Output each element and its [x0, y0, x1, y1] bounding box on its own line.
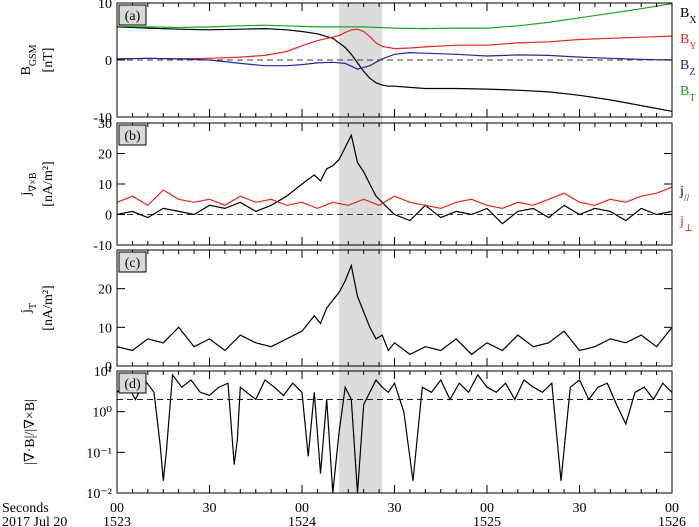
legend-entry-sub: // — [684, 193, 690, 204]
x-row2-label: 2017 Jul 20 — [2, 515, 67, 527]
panel-tag-box — [118, 4, 147, 26]
shaded-interval — [339, 3, 383, 493]
y-tick-label: 10 — [98, 321, 112, 336]
legend-entry: BZ — [680, 58, 695, 78]
y-tick-label: 10 — [98, 0, 112, 12]
y-tick-label: 0 — [105, 54, 112, 69]
y-axis-unit: [nT] — [41, 48, 56, 73]
y-tick-label: 20 — [98, 283, 112, 298]
panel-4: 10¹ 10⁰ 10⁻¹ 10⁻² (d) |∇·B|/|∇×B| — [23, 365, 673, 502]
y-tick-label: 10⁻¹ — [86, 446, 112, 461]
panel-frame — [116, 370, 673, 494]
legend-entry-sub: T — [689, 93, 695, 104]
panel-tag: (c) — [125, 256, 141, 271]
series-line — [117, 28, 672, 60]
y-axis-label-sub: T — [28, 303, 39, 309]
y-tick-label: -10 — [93, 239, 112, 254]
panel-tag: (b) — [124, 129, 141, 144]
legend-entry: j⊥ — [679, 214, 693, 234]
legend-entry-sub: ⊥ — [684, 223, 693, 234]
panel-3: 20 10 0 (c) jT [nA/m²] — [19, 249, 673, 375]
y-tick-label: 10⁰ — [92, 406, 112, 421]
y-tick-label: 0 — [105, 209, 112, 224]
x-tick-label-seconds: 00 — [665, 501, 679, 516]
x-tick-label-seconds: 00 — [110, 501, 124, 516]
y-tick-label: -10 — [93, 111, 112, 126]
x-tick-label-hhmm: 1523 — [103, 515, 131, 527]
y-tick-label: 10 — [98, 178, 112, 193]
legend-entry-sub: Z — [689, 67, 695, 78]
y-axis-label: BGSM — [19, 44, 39, 75]
legend-entry: BX — [680, 6, 697, 26]
x-tick-label-seconds: 00 — [295, 501, 309, 516]
y-axis-label: jT — [19, 303, 39, 314]
x-tick-label-hhmm: 1526 — [658, 515, 686, 527]
legend-entry-sub: X — [689, 15, 697, 26]
series-line — [117, 51, 672, 70]
y-tick-label: 10¹ — [94, 365, 112, 380]
x-tick-label-hhmm: 1524 — [288, 515, 316, 527]
panel-tag-box — [118, 124, 147, 146]
series-line — [117, 133, 672, 225]
legend-entry-sub: Y — [689, 41, 696, 52]
y-axis-unit: [nA/m²] — [41, 285, 56, 330]
x-tick-label-hhmm: 1525 — [473, 515, 501, 527]
y-tick-label: 20 — [98, 148, 112, 163]
shaded-interval-layer — [339, 3, 383, 493]
panel-tag-box — [118, 372, 147, 394]
y-axis-label: j∇×B — [19, 172, 39, 197]
panel-tag: (d) — [124, 377, 141, 392]
x-tick-label-seconds: 00 — [480, 501, 494, 516]
series-line — [117, 26, 672, 112]
series-line — [117, 186, 672, 210]
y-tick-label: 10⁻² — [86, 487, 112, 502]
x-tick-label-seconds: 30 — [573, 501, 587, 516]
series-line — [117, 3, 672, 30]
legend-entry: BT — [680, 84, 695, 104]
series-line — [117, 373, 672, 493]
panel-2: j// j⊥ 30 20 10 0 -10 (b) j∇×B [nA/m²] — [19, 117, 693, 254]
x-tick-label-seconds: 30 — [203, 501, 217, 516]
panels: BX BY BZ BT 10 0 -10 (a) BGSM [nT] j// j⊥ 30 20 10 0 -10… — [19, 0, 697, 502]
panel-1: BX BY BZ BT 10 0 -10 (a) BGSM [nT] — [19, 0, 697, 126]
x-row1-label: Seconds — [2, 501, 49, 516]
panel-tag: (a) — [125, 9, 141, 24]
x-tick-label-seconds: 30 — [388, 501, 402, 516]
panel-frame — [116, 122, 673, 246]
series-line — [117, 263, 672, 356]
legend-entry: BY — [680, 32, 697, 52]
legend-entry: j// — [679, 184, 690, 204]
y-tick-label: 30 — [98, 117, 112, 132]
y-axis-unit: [nA/m²] — [41, 161, 56, 206]
y-tick-label: 0 — [105, 360, 112, 375]
panel-tag-box — [118, 251, 147, 273]
y-axis-label-sub: ∇×B — [28, 172, 39, 192]
y-axis-label-sub: GSM — [28, 44, 39, 66]
y-axis-label: |∇·B|/|∇×B| — [23, 399, 38, 465]
